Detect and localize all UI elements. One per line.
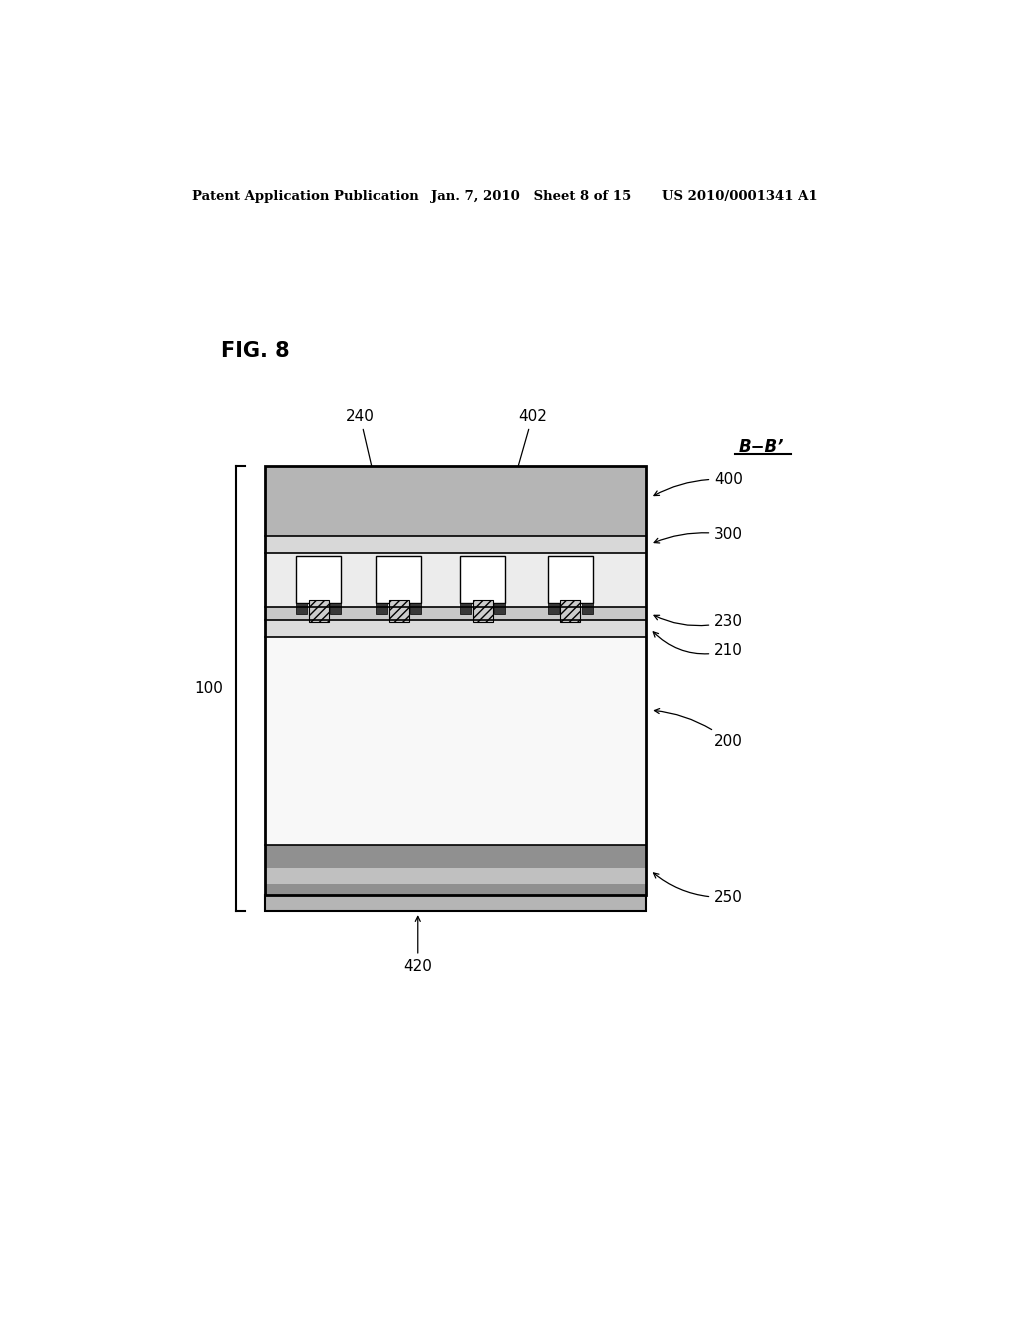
Bar — [265, 466, 646, 536]
Bar — [265, 553, 646, 607]
Bar — [265, 607, 646, 620]
Bar — [265, 869, 646, 884]
Bar — [265, 620, 646, 638]
Bar — [265, 536, 646, 553]
Bar — [460, 603, 471, 614]
Text: B−B’: B−B’ — [739, 438, 784, 457]
Text: 400: 400 — [654, 473, 743, 495]
Bar — [582, 603, 593, 614]
Bar — [296, 556, 341, 603]
Text: 402: 402 — [502, 409, 547, 520]
Text: 240: 240 — [346, 409, 391, 545]
Text: FIG. 8: FIG. 8 — [221, 341, 290, 360]
Bar — [265, 895, 646, 911]
Bar — [377, 603, 387, 614]
Text: 100: 100 — [195, 681, 223, 696]
Bar — [265, 638, 646, 845]
Bar — [460, 556, 505, 603]
Bar — [548, 603, 559, 614]
Text: 230: 230 — [654, 614, 743, 628]
Bar — [495, 603, 505, 614]
Bar — [330, 603, 341, 614]
Bar — [472, 601, 493, 622]
Text: Patent Application Publication: Patent Application Publication — [193, 190, 419, 203]
Text: US 2010/0001341 A1: US 2010/0001341 A1 — [662, 190, 817, 203]
Bar — [548, 556, 593, 603]
Bar — [560, 601, 581, 622]
Bar — [389, 601, 409, 622]
Text: 300: 300 — [654, 528, 743, 543]
Bar — [411, 603, 421, 614]
Text: 420: 420 — [403, 916, 432, 974]
Bar — [308, 601, 329, 622]
Bar — [296, 603, 307, 614]
Bar — [265, 466, 646, 895]
Bar — [265, 466, 646, 536]
Text: 200: 200 — [654, 709, 743, 748]
Text: 210: 210 — [653, 632, 743, 657]
Bar — [377, 556, 421, 603]
Text: 250: 250 — [653, 873, 743, 904]
Bar — [265, 845, 646, 895]
Text: Jan. 7, 2010   Sheet 8 of 15: Jan. 7, 2010 Sheet 8 of 15 — [431, 190, 631, 203]
